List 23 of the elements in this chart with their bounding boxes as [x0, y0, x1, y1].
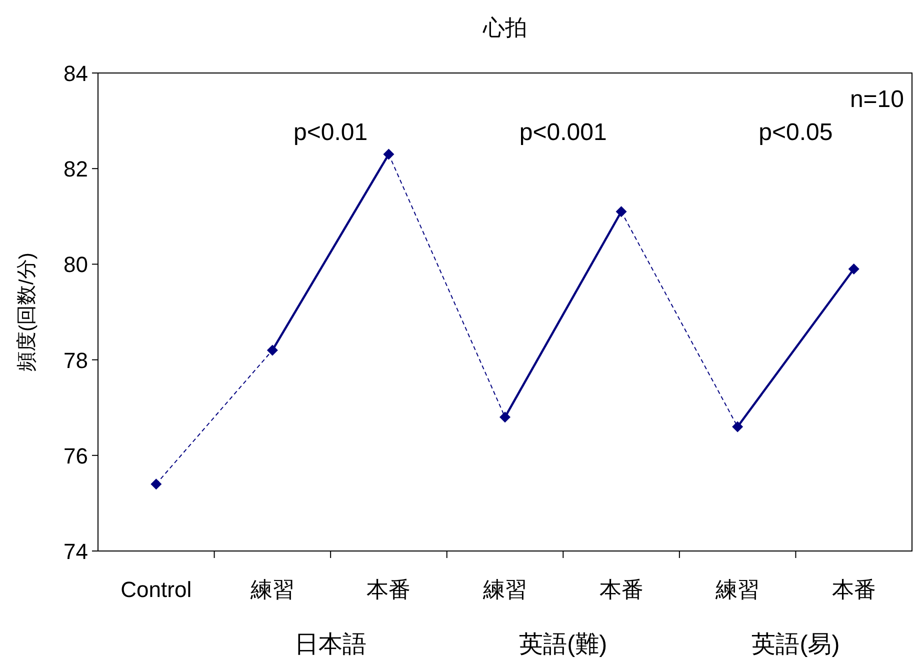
- y-tick-label: 76: [64, 443, 88, 468]
- chart-title: 心拍: [482, 15, 527, 40]
- y-tick-label: 84: [64, 61, 88, 86]
- point: [150, 478, 162, 490]
- y-tick-label: 80: [64, 252, 88, 278]
- annotation: p<0.05: [758, 119, 833, 146]
- text: 日本語: [294, 631, 367, 658]
- annotation: n=10: [850, 86, 904, 113]
- y-tick-label: 78: [64, 348, 88, 373]
- x-tick-label: Control: [120, 577, 192, 602]
- x-tick-label: 本番: [366, 577, 411, 602]
- text: 英語(難): [519, 631, 608, 658]
- annotation: p<0.01: [294, 119, 368, 146]
- x-tick-label: 本番: [832, 577, 876, 602]
- x-tick-label: 本番: [599, 577, 644, 602]
- x-tick-label: 練習: [249, 577, 294, 602]
- text: 英語(易): [752, 631, 840, 658]
- y-axis-title: 頻度(回数/分): [16, 252, 38, 372]
- x-tick-label: 練習: [482, 577, 527, 602]
- y-tick-label: 82: [64, 156, 88, 182]
- annotation: p<0.001: [519, 119, 607, 146]
- x-tick-label: 練習: [714, 577, 760, 602]
- y-tick-label: 74: [64, 539, 88, 564]
